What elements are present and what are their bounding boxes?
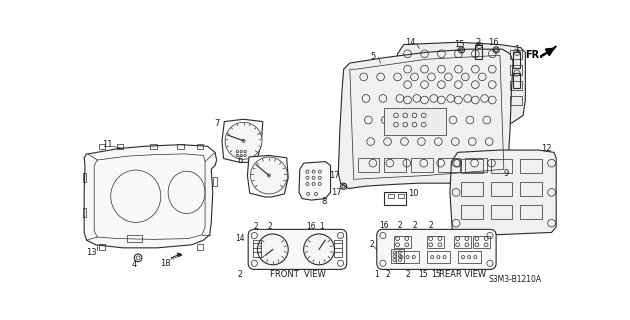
Text: 15: 15	[454, 40, 464, 49]
Polygon shape	[396, 42, 525, 129]
Bar	[513, 52, 520, 68]
Text: 16: 16	[307, 222, 316, 231]
Text: 5: 5	[370, 52, 375, 60]
Bar	[457, 251, 481, 263]
Bar	[438, 158, 460, 172]
Circle shape	[304, 234, 335, 265]
Text: 12: 12	[541, 144, 551, 153]
Bar	[127, 235, 142, 243]
Bar	[411, 158, 433, 172]
Text: 1: 1	[319, 222, 324, 231]
Bar	[427, 236, 444, 248]
Bar	[510, 96, 522, 105]
Text: 11: 11	[102, 140, 113, 149]
Polygon shape	[248, 156, 288, 197]
Bar	[388, 194, 394, 198]
Text: 2: 2	[476, 38, 481, 47]
Text: 16: 16	[380, 221, 389, 230]
Bar	[384, 158, 406, 172]
Polygon shape	[541, 46, 556, 57]
FancyBboxPatch shape	[377, 229, 496, 269]
Bar	[520, 182, 542, 196]
Text: 1: 1	[514, 45, 520, 54]
Bar	[510, 81, 522, 90]
Polygon shape	[84, 145, 217, 248]
Bar	[213, 177, 217, 186]
Circle shape	[225, 122, 262, 159]
Bar	[384, 192, 406, 205]
Polygon shape	[450, 150, 556, 235]
Text: 13: 13	[86, 248, 97, 257]
Text: 18: 18	[160, 259, 170, 268]
Polygon shape	[338, 49, 513, 188]
Bar	[358, 158, 379, 172]
Text: 16: 16	[488, 38, 499, 47]
Text: 2: 2	[238, 269, 242, 278]
Bar	[335, 240, 342, 257]
Bar	[461, 159, 483, 173]
Bar	[384, 108, 446, 135]
Bar	[510, 65, 522, 75]
Bar	[491, 182, 512, 196]
Text: 17: 17	[329, 171, 340, 180]
Text: 7: 7	[214, 119, 219, 128]
Text: 2: 2	[267, 222, 272, 231]
Bar	[473, 236, 490, 248]
Text: 10: 10	[408, 189, 418, 198]
Bar	[513, 73, 520, 88]
Bar	[99, 244, 105, 250]
Polygon shape	[178, 253, 182, 256]
Bar	[454, 236, 471, 248]
Polygon shape	[299, 162, 331, 200]
Text: 9: 9	[503, 169, 509, 178]
Bar	[491, 159, 512, 173]
Text: 6: 6	[237, 156, 243, 164]
Bar	[427, 251, 450, 263]
Circle shape	[258, 234, 288, 265]
Circle shape	[251, 157, 287, 194]
Bar	[197, 144, 203, 149]
Bar	[475, 45, 482, 59]
Bar	[491, 205, 512, 219]
Bar	[117, 144, 123, 149]
Bar	[178, 144, 183, 149]
Bar	[394, 236, 411, 248]
Text: REAR VIEW: REAR VIEW	[440, 269, 486, 278]
Text: 2: 2	[253, 222, 258, 231]
Bar	[253, 240, 261, 257]
Bar	[510, 50, 522, 59]
Text: 15: 15	[432, 269, 441, 278]
Text: 14: 14	[235, 234, 244, 243]
Bar	[83, 173, 86, 182]
Text: 2: 2	[413, 221, 418, 230]
Text: 14: 14	[404, 38, 415, 47]
Bar	[398, 194, 404, 198]
Polygon shape	[222, 119, 263, 162]
Text: 2: 2	[369, 240, 374, 249]
Bar	[99, 144, 105, 149]
Bar	[520, 205, 542, 219]
Bar	[461, 182, 483, 196]
Bar	[520, 159, 542, 173]
Text: S3M3-B1210A: S3M3-B1210A	[489, 275, 542, 284]
Bar	[466, 158, 487, 172]
Text: 2: 2	[386, 269, 391, 278]
Text: 1: 1	[374, 269, 379, 278]
Text: 15: 15	[418, 269, 428, 278]
Text: 17: 17	[331, 188, 341, 197]
Text: FRONT  VIEW: FRONT VIEW	[270, 269, 325, 278]
Bar	[197, 244, 203, 250]
Text: 4: 4	[132, 260, 137, 269]
Bar	[83, 208, 86, 217]
Bar	[396, 251, 419, 263]
Text: FR.: FR.	[525, 50, 544, 60]
Bar	[461, 205, 483, 219]
FancyBboxPatch shape	[248, 229, 346, 269]
Text: 2: 2	[405, 269, 410, 278]
Bar	[391, 249, 404, 263]
Bar	[151, 144, 156, 149]
Text: 2: 2	[398, 221, 402, 230]
Text: 2: 2	[428, 221, 433, 230]
Text: 8: 8	[321, 197, 326, 206]
